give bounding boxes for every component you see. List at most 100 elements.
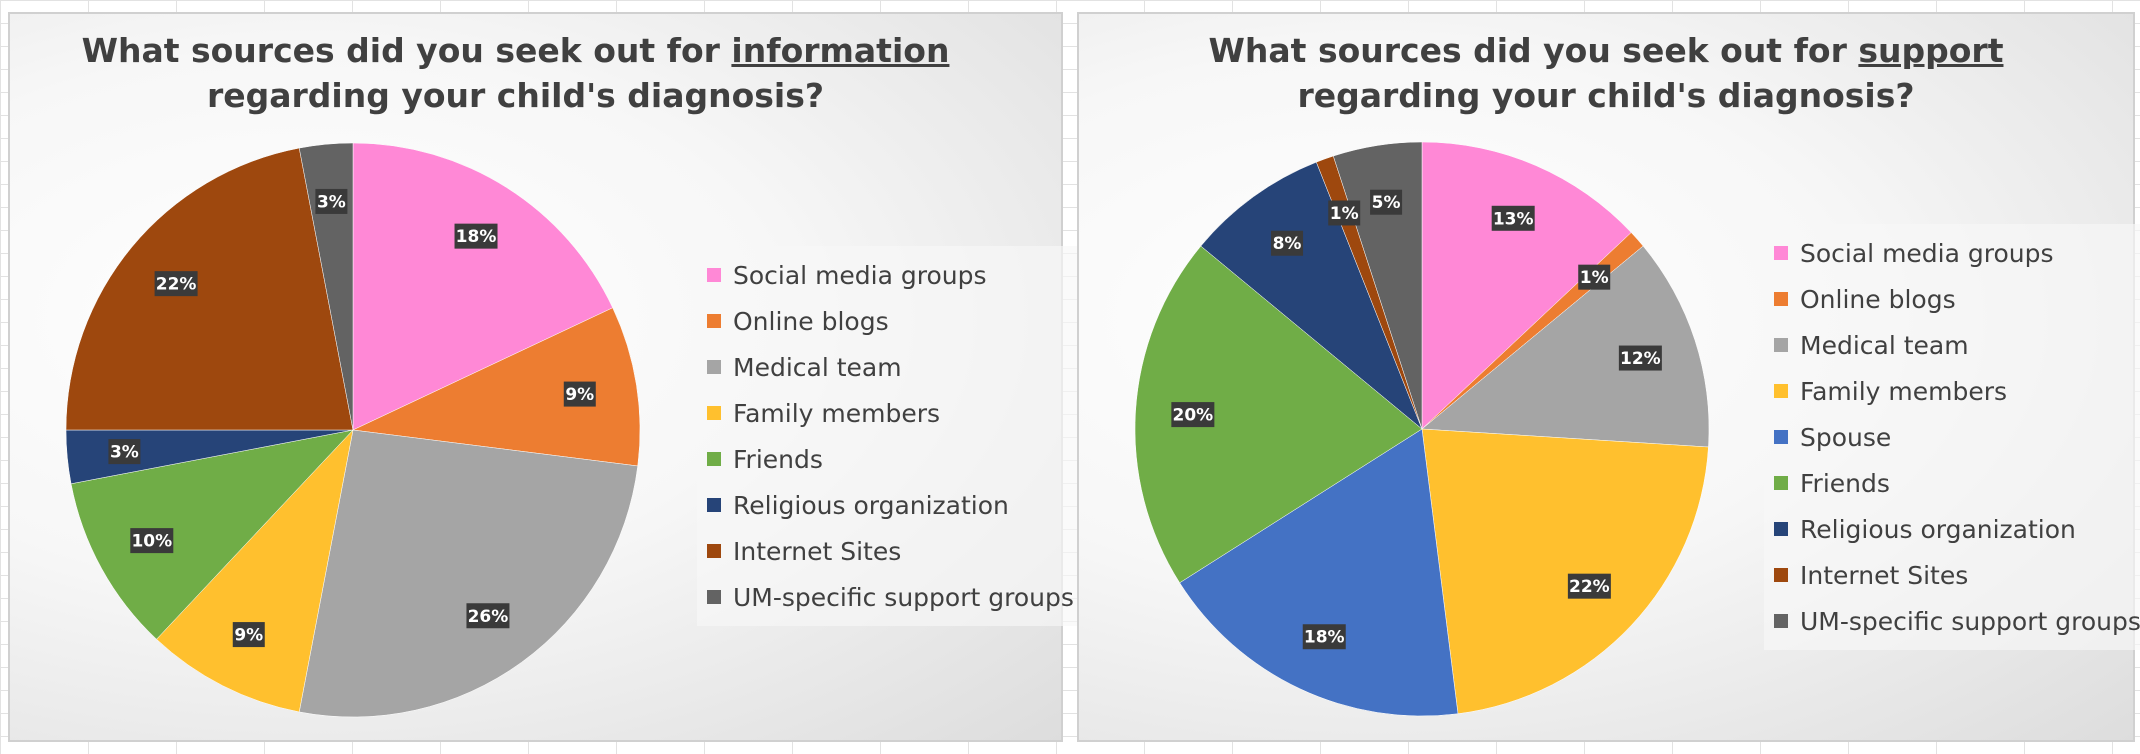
svg-text:1%: 1% (1580, 268, 1609, 288)
chart-panel-support[interactable]: What sources did you seek out for suppor… (1077, 12, 2140, 742)
legend-item-family-members[interactable]: Family members (1774, 368, 2140, 414)
legend-item-online-blogs[interactable]: Online blogs (707, 298, 1074, 344)
chart-panel-information[interactable]: What sources did you seek out for inform… (8, 12, 1084, 742)
legend-label: Social media groups (733, 260, 987, 290)
chart-title-information: What sources did you seek out for inform… (81, 31, 950, 115)
legend-label: Family members (733, 398, 941, 428)
svg-text:3%: 3% (317, 192, 346, 212)
pie-slice-internet-sites[interactable] (65, 147, 354, 431)
data-label-medical-team: 12% (1618, 345, 1662, 371)
data-label-spouse: 18% (1302, 624, 1346, 650)
svg-text:12%: 12% (1620, 349, 1661, 369)
svg-text:8%: 8% (1273, 234, 1302, 254)
svg-text:18%: 18% (456, 227, 497, 247)
legend-item-online-blogs[interactable]: Online blogs (1774, 276, 2140, 322)
legend-swatch (1774, 568, 1788, 582)
data-label-family-members: 22% (1567, 573, 1611, 599)
pie-slice-medical-team[interactable] (1421, 245, 1710, 448)
legend-label: Family members (1800, 376, 2008, 406)
legend-swatch (1774, 430, 1788, 444)
data-label-religious-organization: 8% (1271, 230, 1304, 256)
legend-swatch (1774, 246, 1788, 260)
legend-label: Internet Sites (1800, 560, 1969, 590)
legend-swatch (707, 360, 721, 374)
legend-item-family-members[interactable]: Family members (707, 390, 1074, 436)
svg-text:5%: 5% (1372, 193, 1401, 213)
svg-text:22%: 22% (1569, 577, 1610, 597)
pie-slice-spouse[interactable] (1179, 428, 1459, 717)
data-label-religious-organization: 3% (108, 439, 141, 465)
pie-chart-support: 13% 1% 12% 22% 18% 20% 8% 1% 5% (1134, 141, 1710, 717)
pie-slice-um-specific-support-groups[interactable] (298, 142, 354, 431)
data-label-medical-team: 26% (466, 603, 510, 629)
legend-swatch (707, 452, 721, 466)
legend-label: Internet Sites (733, 536, 902, 566)
legend-item-social-media-groups[interactable]: Social media groups (707, 252, 1074, 298)
data-label-social-media-groups: 18% (454, 223, 498, 249)
legend-swatch (707, 314, 721, 328)
svg-text:10%: 10% (131, 532, 172, 552)
legend-item-social-media-groups[interactable]: Social media groups (1774, 230, 2140, 276)
legend-swatch (1774, 522, 1788, 536)
svg-text:26%: 26% (468, 607, 509, 627)
pie-slice-family-members[interactable] (1421, 428, 1709, 715)
data-label-social-media-groups: 13% (1491, 205, 1535, 231)
pie-slice-family-members[interactable] (156, 429, 354, 713)
chart-title-support: What sources did you seek out for suppor… (1208, 31, 2004, 115)
pie-slice-friends[interactable] (1134, 245, 1423, 584)
legend-swatch (707, 498, 721, 512)
pie-slice-medical-team[interactable] (298, 429, 639, 718)
legend-swatch (1774, 292, 1788, 306)
legend-item-friends[interactable]: Friends (707, 436, 1074, 482)
legend-swatch (1774, 384, 1788, 398)
data-label-online-blogs: 9% (563, 381, 596, 407)
legend-label: Social media groups (1800, 238, 2054, 268)
pie-slice-online-blogs[interactable] (352, 307, 641, 467)
svg-text:1%: 1% (1330, 204, 1359, 224)
pie-slice-social-media-groups[interactable] (352, 142, 614, 431)
legend-item-spouse[interactable]: Spouse (1774, 414, 2140, 460)
legend-label: UM-specific support groups (733, 582, 1074, 612)
svg-text:13%: 13% (1493, 209, 1534, 229)
legend-label: Medical team (1800, 330, 1969, 360)
pie-slice-friends[interactable] (70, 429, 354, 640)
svg-text:3%: 3% (110, 443, 139, 463)
legend-swatch (1774, 338, 1788, 352)
legend-label: Religious organization (1800, 514, 2076, 544)
pie-slice-social-media-groups[interactable] (1421, 141, 1632, 430)
data-label-family-members: 9% (232, 622, 265, 648)
svg-text:18%: 18% (1304, 628, 1345, 648)
pie-slice-religious-organization[interactable] (1200, 161, 1423, 430)
legend-item-medical-team[interactable]: Medical team (1774, 322, 2140, 368)
legend-item-um-specific-support-groups[interactable]: UM-specific support groups (1774, 598, 2140, 644)
legend-item-religious-organization[interactable]: Religious organization (1774, 506, 2140, 552)
legend-information: Social media groups Online blogs Medical t… (697, 246, 1084, 626)
legend-label: Online blogs (1800, 284, 1956, 314)
legend-item-religious-organization[interactable]: Religious organization (707, 482, 1074, 528)
svg-text:9%: 9% (234, 626, 263, 646)
data-label-internet-sites: 22% (154, 271, 198, 297)
svg-text:9%: 9% (565, 385, 594, 405)
legend-label: Friends (1800, 468, 1890, 498)
data-label-friends: 10% (130, 528, 174, 554)
legend-support: Social media groups Online blogs Medical t… (1764, 224, 2140, 650)
data-label-internet-sites: 1% (1328, 200, 1361, 226)
legend-item-medical-team[interactable]: Medical team (707, 344, 1074, 390)
legend-label: UM-specific support groups (1800, 606, 2140, 636)
legend-label: Medical team (733, 352, 902, 382)
legend-label: Religious organization (733, 490, 1009, 520)
legend-swatch (707, 406, 721, 420)
legend-swatch (707, 268, 721, 282)
legend-label: Friends (733, 444, 823, 474)
legend-item-internet-sites[interactable]: Internet Sites (1774, 552, 2140, 598)
pie-chart-information: 18% 9% 26% 9% 10% 3% 22% 3% (65, 142, 641, 718)
svg-text:20%: 20% (1173, 406, 1214, 426)
legend-item-friends[interactable]: Friends (1774, 460, 2140, 506)
legend-label: Spouse (1800, 422, 1892, 452)
legend-label: Online blogs (733, 306, 889, 336)
data-label-um-specific-support-groups: 5% (1370, 189, 1403, 215)
legend-swatch (1774, 614, 1788, 628)
legend-item-um-specific-support-groups[interactable]: UM-specific support groups (707, 574, 1074, 620)
title-emphasis-information: information (731, 31, 950, 70)
legend-item-internet-sites[interactable]: Internet Sites (707, 528, 1074, 574)
